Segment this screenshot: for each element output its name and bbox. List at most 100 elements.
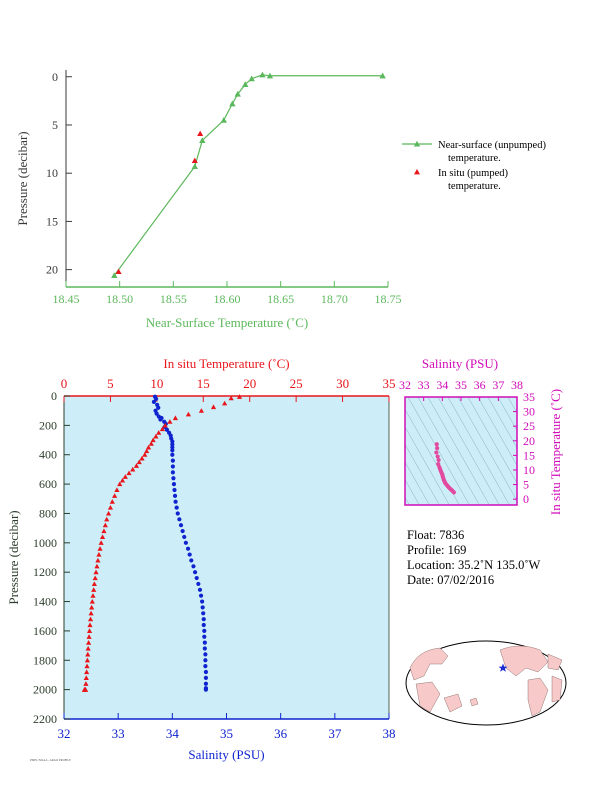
legend-in-situ-marker bbox=[414, 169, 420, 175]
near-surface-point bbox=[266, 72, 274, 79]
salinity-tick-label: 38 bbox=[383, 726, 396, 741]
ts-point bbox=[436, 457, 441, 463]
y-tick-label: 15 bbox=[46, 214, 58, 228]
ts-y-axis-title: In situ Temperature (˚C) bbox=[548, 389, 563, 515]
salinity-point bbox=[200, 605, 205, 610]
temperature-point bbox=[210, 404, 217, 410]
salinity-point bbox=[183, 540, 188, 545]
temperature-point bbox=[145, 444, 152, 450]
near-surface-line bbox=[113, 74, 383, 276]
density-contour bbox=[457, 397, 517, 502]
ts-y-tick-label: 20 bbox=[523, 434, 535, 448]
ts-x-tick-label: 36 bbox=[474, 378, 486, 392]
ts-x-axis-title: Salinity (PSU) bbox=[422, 356, 498, 371]
temperature-point bbox=[98, 540, 104, 545]
temperature-point bbox=[91, 587, 97, 592]
pressure-tick-label: 1800 bbox=[33, 653, 57, 667]
temperature-axis-title: In situ Temperature (˚C) bbox=[163, 356, 289, 371]
profile-plot-area bbox=[64, 396, 389, 719]
in-situ-point bbox=[191, 157, 198, 164]
ts-x-tick-label: 34 bbox=[436, 378, 448, 392]
in-situ-point bbox=[197, 130, 204, 137]
salinity-point bbox=[203, 658, 208, 663]
pressure-tick-label: 0 bbox=[51, 389, 57, 403]
temperature-point bbox=[96, 551, 102, 557]
temperature-tick-label: 20 bbox=[243, 376, 256, 391]
temperature-point bbox=[153, 433, 159, 439]
salinity-point bbox=[175, 511, 180, 516]
salinity-point bbox=[164, 427, 170, 432]
temperature-point bbox=[126, 470, 132, 476]
salinity-point bbox=[170, 442, 175, 447]
near-surface-point bbox=[234, 90, 241, 97]
salinity-tick-label: 34 bbox=[166, 726, 180, 741]
salinity-point bbox=[182, 534, 187, 540]
density-contour bbox=[477, 397, 517, 466]
map-land bbox=[409, 645, 563, 717]
pressure-tick-label: 400 bbox=[39, 448, 57, 462]
salinity-point bbox=[170, 439, 175, 444]
temperature-point bbox=[91, 581, 97, 587]
salinity-point bbox=[201, 611, 206, 616]
temperature-point bbox=[112, 493, 118, 498]
ts-y-tick-label: 35 bbox=[523, 390, 535, 404]
profile-axes: 32 33 34 35 36 37 38 0 5 10 15 20 25 30 35 0 200 400 600 80… bbox=[6, 356, 396, 762]
salinity-point bbox=[187, 552, 192, 557]
temperature-tick-label: 0 bbox=[61, 376, 68, 391]
temperature-point bbox=[86, 628, 93, 633]
salinity-point bbox=[203, 664, 208, 669]
ts-x-tick-label: 37 bbox=[492, 378, 504, 392]
salinity-point bbox=[191, 564, 196, 569]
salinity-point bbox=[203, 652, 208, 657]
temperature-point bbox=[99, 534, 106, 540]
y-tick-label: 20 bbox=[46, 263, 58, 277]
salinity-point bbox=[203, 687, 209, 692]
temperature-point bbox=[107, 504, 114, 510]
temperature-point bbox=[86, 634, 92, 639]
density-contour bbox=[467, 397, 517, 484]
salinity-point bbox=[197, 587, 203, 592]
temperature-point bbox=[236, 394, 243, 399]
temperature-tick-label: 15 bbox=[197, 376, 210, 391]
pressure-tick-label: 2200 bbox=[33, 712, 57, 726]
temperature-point bbox=[89, 604, 95, 610]
ts-x-tick-label: 38 bbox=[511, 378, 523, 392]
temperature-point bbox=[93, 569, 99, 575]
x-tick-label: 18.70 bbox=[321, 292, 348, 306]
temperature-point bbox=[83, 675, 89, 680]
salinity-point bbox=[189, 558, 194, 563]
chart-profile: 32 33 34 35 36 37 38 0 5 10 15 20 25 30 35 0 200 400 600 80… bbox=[6, 356, 396, 762]
ts-x-tick-label: 33 bbox=[418, 378, 430, 392]
legend-near-surface-label: Near-surface (unpumped) temperature. bbox=[438, 140, 546, 164]
temperature-point bbox=[109, 499, 115, 504]
salinity-point bbox=[178, 523, 184, 528]
legend-near-surface-marker bbox=[413, 140, 421, 147]
temperature-tick-label: 5 bbox=[107, 376, 114, 391]
pressure-axis-title: Pressure (decibar) bbox=[6, 510, 21, 604]
near-surface-point bbox=[259, 71, 266, 78]
salinity-point bbox=[170, 445, 175, 450]
near-surface-point bbox=[199, 137, 206, 143]
ts-y-tick-label: 15 bbox=[523, 448, 535, 462]
float-id: Float: 7836 bbox=[407, 528, 465, 542]
temperature-point bbox=[97, 546, 103, 551]
ts-point bbox=[451, 490, 457, 495]
near-surface-point bbox=[229, 100, 236, 107]
salinity-point bbox=[201, 617, 206, 622]
temperature-point bbox=[102, 522, 108, 528]
salinity-tick-label: 37 bbox=[328, 726, 342, 741]
salinity-point bbox=[203, 675, 209, 680]
temperature-point bbox=[87, 616, 94, 622]
float-location: Location: 35.2˚N 135.0˚W bbox=[407, 558, 541, 572]
near-surface-point bbox=[111, 272, 118, 278]
x-tick-label: 18.50 bbox=[106, 292, 133, 306]
y-tick-label: 10 bbox=[46, 166, 58, 180]
temperature-point bbox=[185, 411, 192, 417]
x-tick-label: 18.60 bbox=[214, 292, 241, 306]
ts-y-tick-label: 30 bbox=[523, 405, 535, 419]
pressure-tick-label: 200 bbox=[39, 418, 57, 432]
salinity-point bbox=[151, 399, 157, 404]
near-surface-axes: 18.45 18.50 18.55 18.60 18.65 18.70 18.75 0 5 10 1… bbox=[15, 70, 402, 330]
temperature-point bbox=[139, 455, 145, 461]
